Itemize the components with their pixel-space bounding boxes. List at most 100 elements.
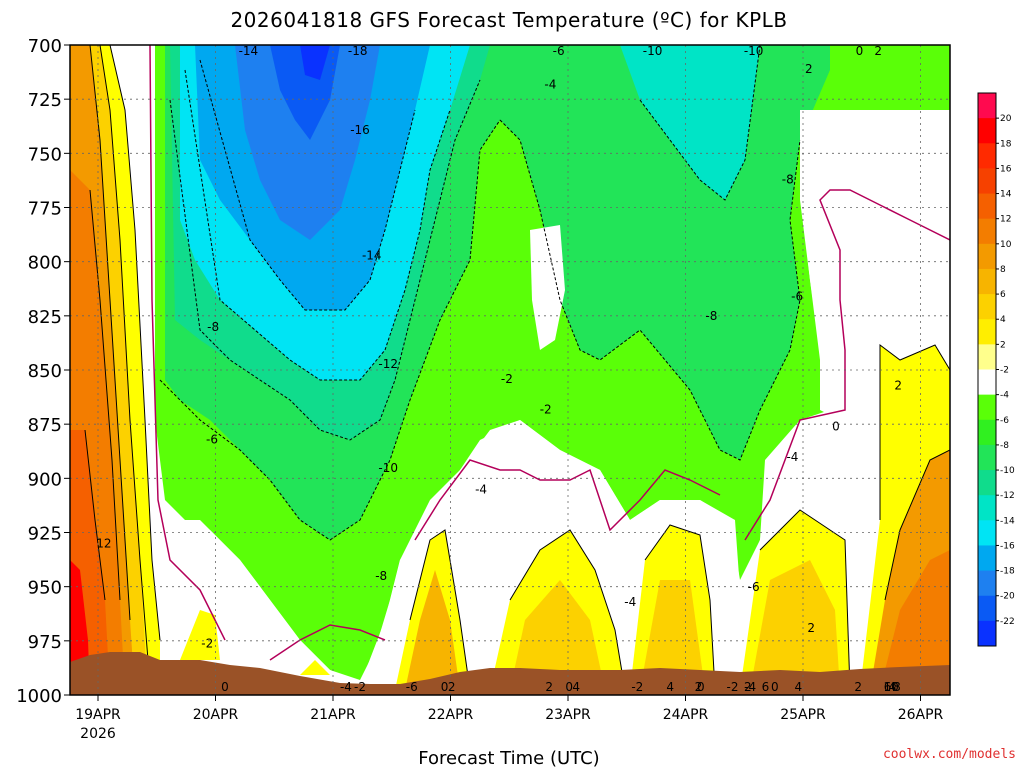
colorbar-swatch [978,570,996,597]
y-tick-label: 875 [28,415,62,436]
temp-region-warm-bump-21apr [300,660,330,675]
temp-region-minus10-right [620,45,760,200]
grid-lines [70,45,950,695]
colorbar-label: 12 [1000,215,1011,225]
contour-label: 2 [805,62,813,76]
temp-region-warm-bump-26apr-hot [880,550,950,690]
colorbar-swatch [978,93,996,119]
x-tick-label: 21APR [310,707,356,723]
colorbar-swatch [978,419,996,446]
colorbar-label: 6 [1000,290,1006,300]
contour-label: -14 [239,44,259,58]
x-tick-label: 26APR [898,707,944,723]
colorbar-label: 10 [1000,240,1012,250]
contour-label: 12 [96,537,111,551]
temp-region-coldest-core [300,45,330,80]
contour-label: -2 [540,402,552,416]
contour-label: -10 [643,44,663,58]
contour-label: -6 [206,433,218,447]
contour-label: 2 [874,44,882,58]
contour-label: -14 [362,249,382,263]
colorbar: 20 18 16 14 12 10 8 6 4 2 -2 -4 -6 -8 -10 -12 -14 -16 -18 -… [977,92,1015,647]
contour-label: 10 [883,680,898,694]
contour-label: 2 [894,379,902,393]
colorbar-label: -10 [1000,466,1015,476]
colorbar-swatch [978,344,996,370]
contour-label: 4 [666,680,674,694]
x-tick-label: 23APR [545,707,591,723]
colorbar-swatch [978,193,996,220]
colorbar-label: 20 [1000,114,1012,124]
colorbar-swatch [978,520,996,546]
colorbar-swatch [978,243,996,270]
contour-label: 0 [221,680,229,694]
contour-label: -2 [201,636,213,650]
contour-label: -4 [744,680,756,694]
colorbar-swatch [978,394,996,421]
contour-label: 2 [744,680,752,694]
contour-label: -10 [744,44,764,58]
contour-label: -2 [727,680,739,694]
temp-region-near-zero-pocket [530,225,565,350]
contour-label: -10 [378,461,398,475]
contour-label: 0 [441,680,449,694]
contour-label: -2 [501,372,513,386]
temp-region-warm-bump-20apr [180,610,220,660]
colorbar-label: -20 [1000,592,1015,602]
y-tick-label: 1000 [16,686,62,707]
contour-label: -8 [705,309,717,323]
temp-region-warm-bump-24apr-core [640,580,705,690]
colorbar-label: -22 [1000,617,1015,627]
temp-region-near-zero-low [150,350,950,695]
contour-label: -6 [553,44,565,58]
contour-label: -4 [340,680,352,694]
contour-label: 6 [884,680,892,694]
y-tick-label: 975 [28,632,62,653]
colorbar-swatch [978,268,996,295]
y-tick-label: 800 [28,253,62,274]
y-tick-label: 925 [28,524,62,545]
colorbar-swatch [978,545,996,572]
contour-label: -8 [207,320,219,334]
x-axis-title: Forecast Time (UTC) [418,748,599,768]
colorbar-swatch [978,620,996,647]
colorbar-label: -14 [1000,516,1015,526]
y-tick-label: 850 [28,361,62,382]
colorbar-swatch [978,595,996,622]
contour-label: 2 [448,680,456,694]
contour-label: -12 [378,357,398,371]
colorbar-swatch [978,444,996,471]
x-tick-label: 19APR [75,707,121,723]
colorbar-label: -8 [1000,441,1009,451]
contour-labels: 12-8-6-20-14 -18-16-14-12-10-8-6-4 -2-2-40… [96,44,902,694]
colorbar-label: -6 [1000,416,1009,426]
contour-label: 6 [762,680,770,694]
credit-link[interactable]: coolwx.com/models [883,747,1016,762]
contour-label: -4 [624,595,636,609]
contour-label: -8 [782,173,794,187]
contour-label: 4 [888,680,896,694]
contour-label: -4 [475,483,487,497]
contour-label: 0 [771,680,779,694]
colorbar-label: -2 [1000,366,1009,376]
contour-label: 0 [565,680,573,694]
contour-label: 2 [807,621,815,635]
contour-label: 4 [572,680,580,694]
x-axis: 19APR 20APR 21APR 22APR 23APR 24APR 25APR 26APR… [75,695,944,742]
contour-label: 8 [893,680,901,694]
contour-label: -2 [631,680,643,694]
colorbar-swatch [978,319,996,345]
colorbar-label: -12 [1000,491,1015,501]
contour-label: -18 [348,44,368,58]
y-tick-label: 900 [28,469,62,490]
y-tick-label: 950 [28,578,62,599]
temp-region-near-zero-right [800,110,950,420]
colorbar-label: -4 [1000,391,1009,401]
colorbar-label: -18 [1000,567,1015,577]
x-tick-label: 20APR [193,707,239,723]
y-tick-label: 825 [28,307,62,328]
colorbar-swatch [978,369,996,396]
colorbar-label: 14 [1000,190,1012,200]
x-tick-label: 25APR [780,707,826,723]
y-tick-label: 700 [28,36,62,57]
